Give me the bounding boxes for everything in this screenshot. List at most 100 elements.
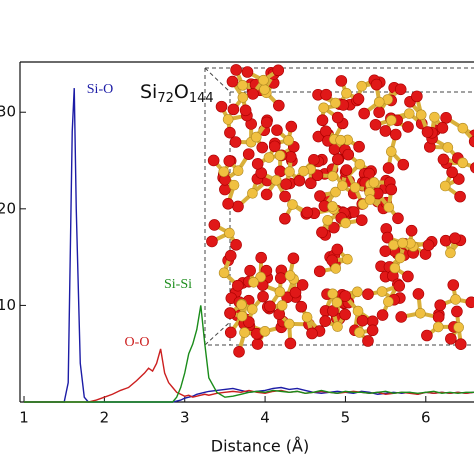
y-tick-label: 10 — [0, 296, 16, 314]
formula-subscript: 72 — [157, 91, 174, 106]
series-label: O-O — [125, 335, 150, 350]
silicon-atom — [283, 135, 294, 146]
oxygen-atom — [447, 279, 460, 291]
silicon-atom — [236, 310, 248, 322]
silicon-atom — [218, 267, 230, 279]
oxygen-atom — [222, 198, 234, 210]
silicon-atom — [349, 182, 361, 193]
oxygen-atom — [233, 346, 245, 358]
silicon-atom — [236, 299, 247, 310]
oxygen-atom — [223, 155, 236, 167]
oxygen-atom — [385, 183, 398, 196]
oxygen-atom — [373, 106, 385, 119]
oxygen-atom — [353, 140, 365, 153]
oxygen-atom — [242, 148, 255, 160]
oxygen-atom — [287, 252, 300, 265]
oxygen-atom — [295, 300, 308, 313]
oxygen-atom — [255, 251, 267, 264]
oxygen-atom — [352, 93, 365, 105]
silicon-atom — [383, 201, 395, 213]
oxygen-atom — [275, 272, 287, 284]
oxygen-atom — [397, 158, 410, 171]
silicon-atom — [341, 87, 352, 99]
formula-subscript: 144 — [189, 91, 214, 106]
silicon-atom — [415, 307, 426, 319]
oxygen-atom — [316, 114, 329, 127]
silicon-atom — [330, 263, 342, 274]
silicon-atom — [218, 166, 230, 178]
oxygen-atom — [293, 174, 306, 187]
oxygen-atom — [319, 315, 332, 327]
series-line — [24, 305, 474, 403]
x-tick-label: 4 — [260, 409, 270, 427]
oxygen-atom — [247, 88, 259, 100]
oxygen-atom — [358, 107, 370, 120]
x-tick-label: 5 — [341, 409, 351, 427]
silicon-atom — [222, 114, 234, 125]
oxygen-atom — [256, 141, 269, 154]
silicon-atom — [450, 294, 461, 305]
silicon-atom — [415, 109, 427, 121]
oxygen-atom — [273, 99, 285, 112]
silicon-atom — [258, 74, 269, 86]
oxygen-atom — [224, 326, 237, 339]
x-tick-label: 2 — [100, 409, 110, 427]
silicon-atom — [287, 199, 298, 210]
silicon-atom — [457, 157, 469, 169]
oxygen-atom — [244, 264, 256, 277]
oxygen-atom — [229, 136, 242, 148]
x-tick-label: 6 — [421, 409, 431, 427]
oxygen-atom — [421, 329, 433, 342]
silicon-atom — [337, 180, 348, 192]
series-label: Si-O — [87, 82, 113, 97]
oxygen-atom — [208, 219, 221, 231]
silicon-atom — [259, 326, 271, 337]
oxygen-atom — [279, 212, 291, 225]
oxygen-atom — [440, 112, 452, 124]
silicon-atom — [228, 179, 240, 191]
oxygen-atom — [342, 148, 355, 161]
oxygen-atom — [470, 162, 474, 174]
oxygen-atom — [313, 265, 326, 278]
silicon-atom — [376, 286, 388, 297]
oxygen-atom — [432, 311, 445, 323]
oxygen-atom — [268, 140, 281, 153]
oxygen-atom — [232, 279, 244, 292]
oxygen-atom — [405, 224, 418, 237]
formula-part: Si — [140, 81, 157, 103]
oxygen-atom — [272, 64, 285, 77]
oxygen-atom — [219, 183, 231, 196]
x-tick-label: 1 — [19, 409, 29, 427]
silicon-atom — [327, 170, 339, 182]
silicon-atom — [284, 270, 296, 281]
formula-part: O — [174, 81, 189, 103]
silicon-atom — [373, 96, 385, 108]
oxygen-atom — [331, 243, 344, 256]
oxygen-atom — [446, 166, 458, 179]
oxygen-atom — [285, 120, 298, 133]
oxygen-atom — [356, 314, 369, 327]
silicon-atom — [331, 297, 343, 308]
oxygen-atom — [451, 305, 463, 318]
oxygen-atom — [402, 270, 414, 283]
silicon-atom — [327, 201, 338, 212]
oxygen-atom — [320, 88, 332, 101]
oxygen-atom — [224, 126, 236, 139]
oxygen-atom — [316, 226, 328, 239]
oxygen-atom — [331, 111, 344, 124]
silicon-atom — [263, 152, 275, 163]
series-line — [24, 348, 474, 403]
oxygen-atom — [206, 235, 218, 248]
silicon-atom — [259, 84, 270, 95]
inset-label: Si72O144 — [140, 81, 214, 106]
oxygen-atom — [339, 308, 351, 321]
oxygen-atom — [260, 188, 273, 201]
oxygen-atom — [436, 122, 449, 134]
x-tick-label: 3 — [180, 409, 190, 427]
silicon-atom — [255, 271, 267, 283]
silicon-atom — [394, 252, 406, 264]
silicon-atom — [457, 122, 469, 134]
oxygen-atom — [264, 300, 276, 313]
silicon-atom — [274, 286, 286, 298]
silicon-atom — [284, 166, 295, 177]
